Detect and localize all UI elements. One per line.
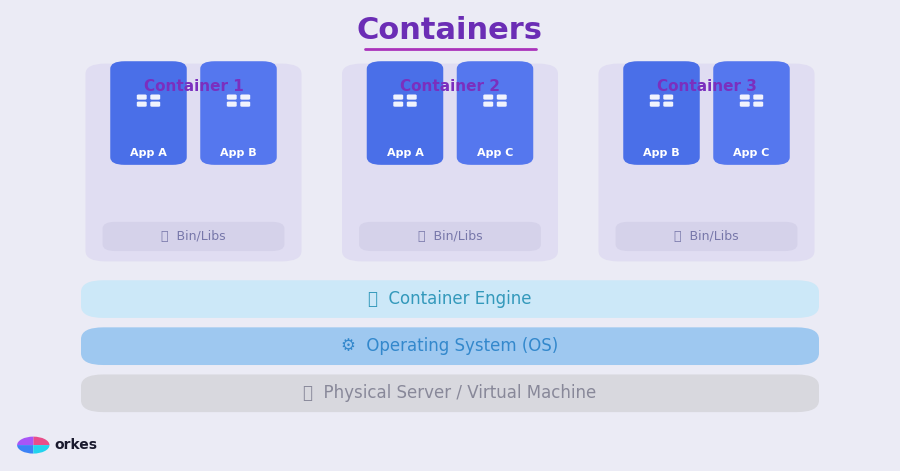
Text: App C: App C xyxy=(734,148,770,158)
Text: App A: App A xyxy=(387,148,423,158)
FancyBboxPatch shape xyxy=(650,102,660,107)
Text: 📖  Bin/Libs: 📖 Bin/Libs xyxy=(418,230,482,243)
FancyBboxPatch shape xyxy=(740,102,750,107)
Text: orkes: orkes xyxy=(54,438,97,452)
FancyBboxPatch shape xyxy=(393,95,403,100)
FancyBboxPatch shape xyxy=(342,64,558,261)
FancyBboxPatch shape xyxy=(497,102,507,107)
FancyBboxPatch shape xyxy=(240,95,250,100)
Wedge shape xyxy=(33,437,50,445)
FancyBboxPatch shape xyxy=(623,61,700,165)
Text: Container 2: Container 2 xyxy=(400,79,500,94)
FancyBboxPatch shape xyxy=(753,102,763,107)
FancyBboxPatch shape xyxy=(200,61,277,165)
Text: App C: App C xyxy=(477,148,513,158)
FancyBboxPatch shape xyxy=(740,95,750,100)
FancyBboxPatch shape xyxy=(86,64,302,261)
FancyBboxPatch shape xyxy=(483,102,493,107)
Text: Container 1: Container 1 xyxy=(144,79,243,94)
Wedge shape xyxy=(17,437,33,445)
Text: ⚙  Operating System (OS): ⚙ Operating System (OS) xyxy=(341,337,559,355)
FancyBboxPatch shape xyxy=(753,95,763,100)
FancyBboxPatch shape xyxy=(663,95,673,100)
FancyBboxPatch shape xyxy=(81,374,819,412)
Text: 🛸  Container Engine: 🛸 Container Engine xyxy=(368,290,532,308)
FancyBboxPatch shape xyxy=(110,61,187,165)
FancyBboxPatch shape xyxy=(407,102,417,107)
Text: 📖  Bin/Libs: 📖 Bin/Libs xyxy=(161,230,226,243)
FancyBboxPatch shape xyxy=(497,95,507,100)
Text: 📖  Bin/Libs: 📖 Bin/Libs xyxy=(674,230,739,243)
FancyBboxPatch shape xyxy=(393,102,403,107)
Text: App B: App B xyxy=(220,148,256,158)
FancyBboxPatch shape xyxy=(150,95,160,100)
FancyBboxPatch shape xyxy=(137,102,147,107)
FancyBboxPatch shape xyxy=(81,327,819,365)
FancyBboxPatch shape xyxy=(456,61,533,165)
FancyBboxPatch shape xyxy=(650,95,660,100)
Text: 🖥  Physical Server / Virtual Machine: 🖥 Physical Server / Virtual Machine xyxy=(303,384,597,402)
FancyBboxPatch shape xyxy=(240,102,250,107)
FancyBboxPatch shape xyxy=(227,95,237,100)
FancyBboxPatch shape xyxy=(359,222,541,251)
FancyBboxPatch shape xyxy=(713,61,790,165)
Text: App B: App B xyxy=(644,148,680,158)
Text: App A: App A xyxy=(130,148,166,158)
FancyBboxPatch shape xyxy=(137,95,147,100)
Wedge shape xyxy=(17,445,33,454)
FancyBboxPatch shape xyxy=(598,64,814,261)
FancyBboxPatch shape xyxy=(227,102,237,107)
Text: Containers: Containers xyxy=(357,16,543,45)
FancyBboxPatch shape xyxy=(483,95,493,100)
FancyBboxPatch shape xyxy=(663,102,673,107)
FancyBboxPatch shape xyxy=(367,61,443,165)
FancyBboxPatch shape xyxy=(616,222,797,251)
FancyBboxPatch shape xyxy=(150,102,160,107)
FancyBboxPatch shape xyxy=(407,95,417,100)
FancyBboxPatch shape xyxy=(81,280,819,318)
FancyBboxPatch shape xyxy=(103,222,284,251)
Text: Container 3: Container 3 xyxy=(657,79,756,94)
Wedge shape xyxy=(33,445,50,454)
